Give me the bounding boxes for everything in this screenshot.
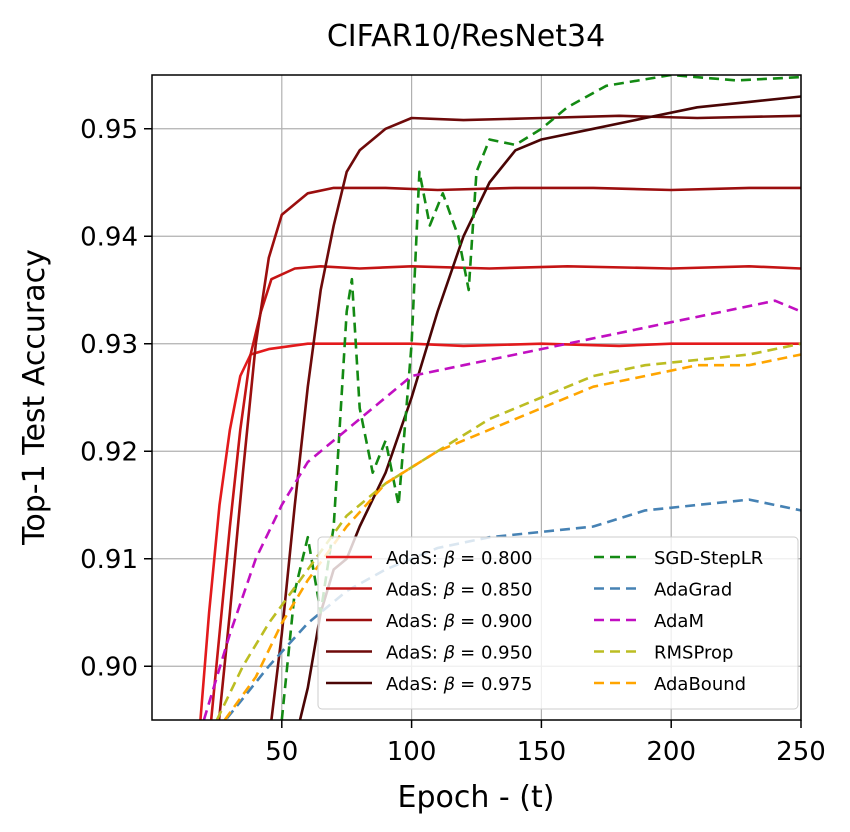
axis-ticks: 50 100 150 200 250 0.90 0.91 0.92 0.93 0.94 0.95 [80,115,826,767]
legend-label: AdaM [654,611,704,632]
series-line-1 [209,265,801,720]
series-line-3 [270,114,801,720]
plot-frame [151,74,802,721]
series-line-6 [223,498,801,720]
y-tick-label: 0.91 [80,545,138,575]
legend-label: AdaS: β = 0.975 [386,674,533,695]
x-tick-label: 200 [646,737,696,767]
chart-title: CIFAR10/ResNet34 [327,19,605,54]
series-line-8 [215,342,801,720]
legend-label: AdaS: β = 0.900 [386,611,533,632]
y-axis-label: Top-1 Test Accuracy [17,249,52,546]
x-axis-label: Epoch - (t) [398,780,555,815]
y-tick-label: 0.92 [80,437,138,467]
y-tick-label: 0.93 [80,330,138,360]
legend-label: AdaBound [654,674,746,695]
series-line-7 [202,299,801,720]
series-line-5 [280,75,801,720]
legend-box [317,536,799,710]
series-line-0 [199,342,801,720]
legend-label: RMSProp [654,643,733,664]
y-tick-label: 0.95 [80,115,138,145]
y-tick-label: 0.90 [80,652,138,682]
series-line-9 [223,353,801,720]
legend: AdaS: β = 0.800 AdaS: β = 0.850 AdaS: β = 0.9… [317,536,799,710]
legend-label: AdaS: β = 0.800 [386,548,533,569]
x-tick-label: 150 [517,737,567,767]
legend-label: AdaS: β = 0.950 [386,643,533,664]
series-line-2 [217,186,801,720]
legend-label: SGD-StepLR [654,548,763,569]
x-tick-label: 50 [265,737,298,767]
x-tick-label: 100 [387,737,437,767]
x-tick-label: 250 [776,737,826,767]
y-tick-label: 0.94 [80,222,138,252]
legend-label: AdaGrad [654,580,732,601]
legend-label: AdaS: β = 0.850 [386,580,533,601]
